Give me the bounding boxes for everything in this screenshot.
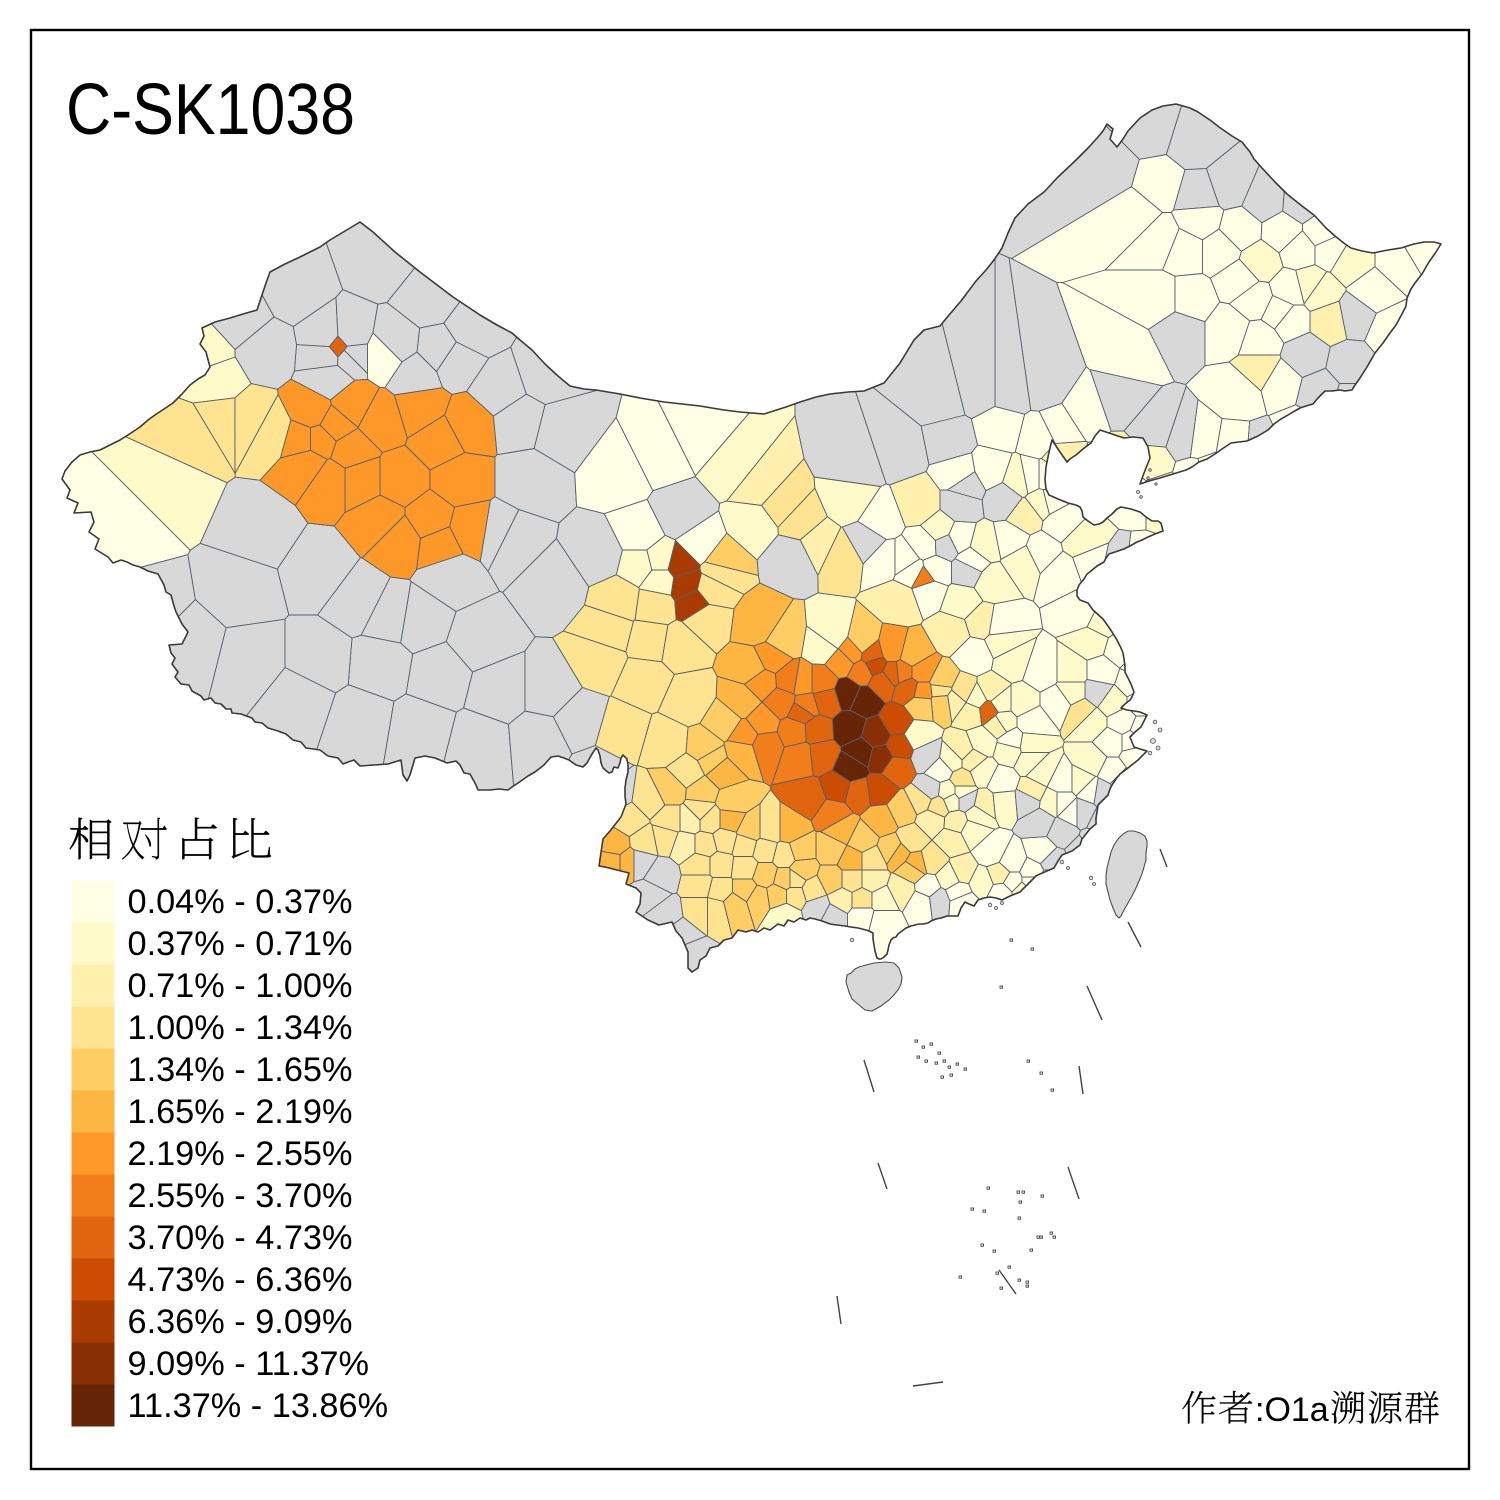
svg-text:0.71% - 1.00%: 0.71% - 1.00% xyxy=(128,967,353,1005)
svg-text:1.65% - 2.19%: 1.65% - 2.19% xyxy=(128,1093,353,1131)
svg-text:4.73% - 6.36%: 4.73% - 6.36% xyxy=(128,1261,353,1299)
svg-text:9.09% - 11.37%: 9.09% - 11.37% xyxy=(128,1345,370,1383)
svg-text:C-SK1038: C-SK1038 xyxy=(66,69,355,150)
svg-text:0.37% - 0.71%: 0.37% - 0.71% xyxy=(128,925,353,963)
svg-text:3.70% - 4.73%: 3.70% - 4.73% xyxy=(128,1219,353,1257)
svg-text:6.36% - 9.09%: 6.36% - 9.09% xyxy=(128,1303,353,1341)
svg-text:0.04% - 0.37%: 0.04% - 0.37% xyxy=(128,883,353,921)
svg-text:2.55% - 3.70%: 2.55% - 3.70% xyxy=(128,1177,353,1215)
svg-text::O1a: :O1a xyxy=(1255,1391,1329,1429)
svg-text:11.37% - 13.86%: 11.37% - 13.86% xyxy=(128,1387,389,1425)
svg-text:1.00% - 1.34%: 1.00% - 1.34% xyxy=(128,1009,353,1047)
svg-text:1.34% - 1.65%: 1.34% - 1.65% xyxy=(128,1051,353,1089)
svg-text:2.19% - 2.55%: 2.19% - 2.55% xyxy=(128,1135,353,1173)
